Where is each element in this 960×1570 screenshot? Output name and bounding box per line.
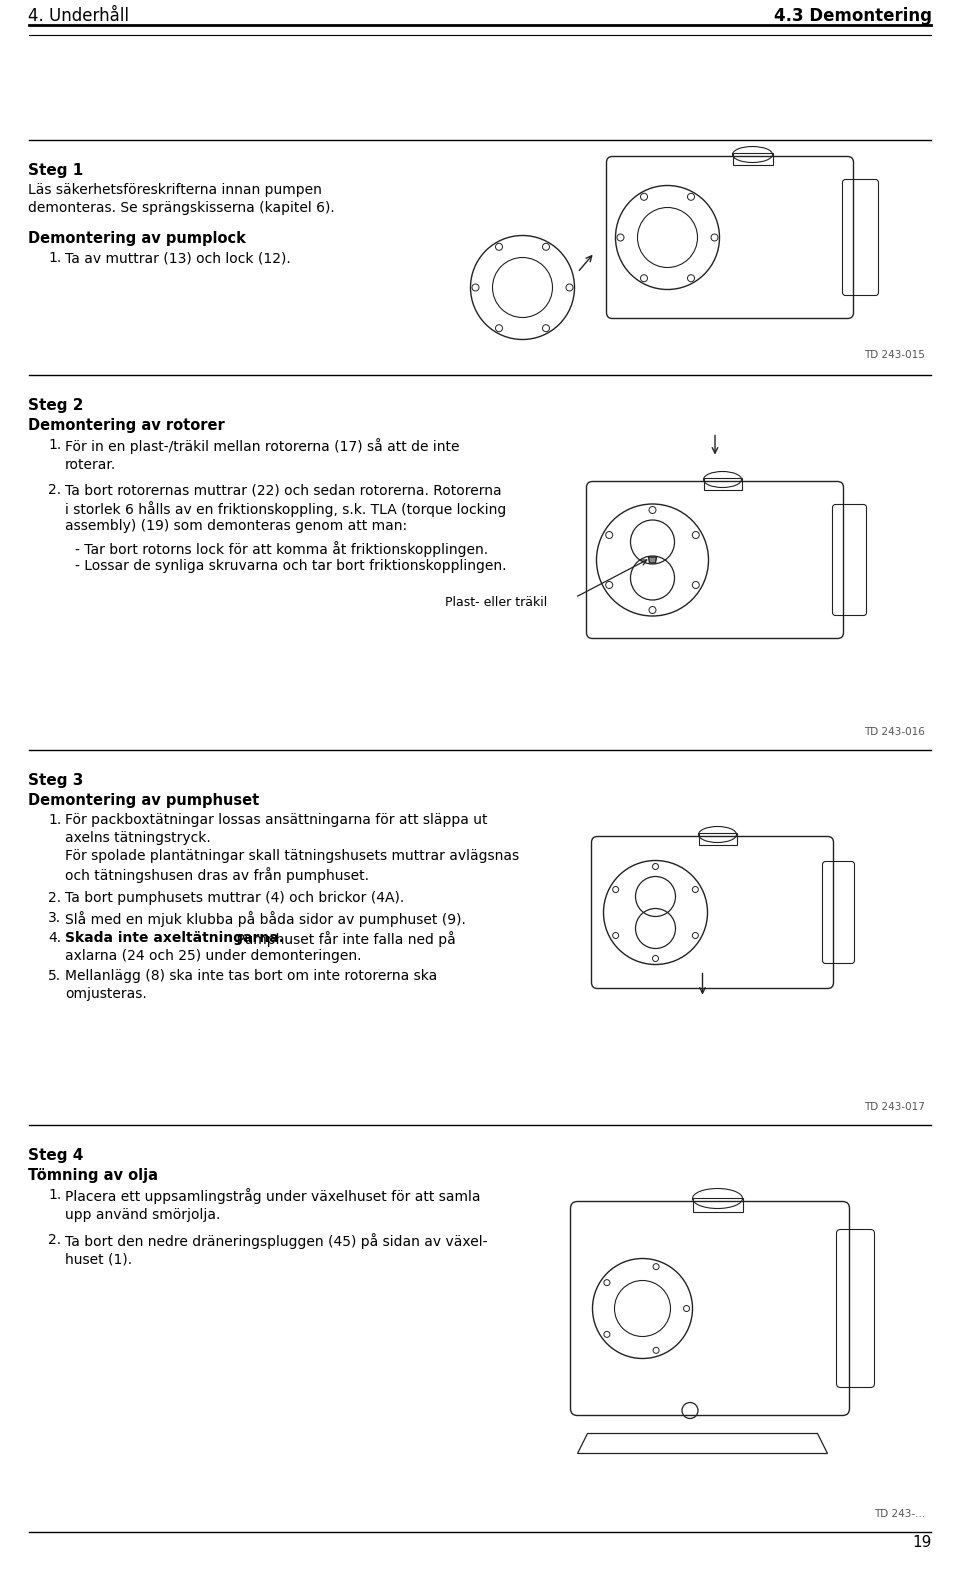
Text: Ta av muttrar (13) och lock (12).: Ta av muttrar (13) och lock (12).	[65, 251, 291, 265]
Text: 1.: 1.	[48, 1188, 61, 1203]
Text: Steg 3: Steg 3	[28, 772, 84, 788]
Text: 1.: 1.	[48, 813, 61, 827]
Text: Tömning av olja: Tömning av olja	[28, 1168, 158, 1184]
Text: Ta bort rotorernas muttrar (22) och sedan rotorerna. Rotorerna: Ta bort rotorernas muttrar (22) och seda…	[65, 484, 502, 498]
Text: Ta bort pumphusets muttrar (4) och brickor (4A).: Ta bort pumphusets muttrar (4) och brick…	[65, 892, 404, 904]
Text: 2.: 2.	[48, 892, 61, 904]
Text: Demontering av rotorer: Demontering av rotorer	[28, 418, 225, 433]
Text: i storlek 6 hålls av en friktionskoppling, s.k. TLA (torque locking: i storlek 6 hålls av en friktionskopplin…	[65, 501, 506, 517]
Polygon shape	[649, 557, 657, 564]
Text: 4. Underhåll: 4. Underhåll	[28, 6, 129, 25]
Text: 4.: 4.	[48, 931, 61, 945]
Text: Läs säkerhetsföreskrifterna innan pumpen
demonteras. Se sprängskisserna (kapitel: Läs säkerhetsföreskrifterna innan pumpen…	[28, 184, 335, 215]
Text: Placera ett uppsamlingstråg under växelhuset för att samla
upp använd smörjolja.: Placera ett uppsamlingstråg under växelh…	[65, 1188, 481, 1221]
Text: Steg 4: Steg 4	[28, 1148, 84, 1163]
Text: 4.3 Demontering: 4.3 Demontering	[774, 6, 932, 25]
Text: Pumphuset får inte falla ned på: Pumphuset får inte falla ned på	[232, 931, 456, 947]
Text: Steg 2: Steg 2	[28, 399, 84, 413]
Text: 1.: 1.	[48, 438, 61, 452]
Text: Steg 1: Steg 1	[28, 163, 84, 177]
Text: TD 243-015: TD 243-015	[864, 350, 925, 360]
Text: 5.: 5.	[48, 969, 61, 983]
Text: Skada inte axeltätningarna.: Skada inte axeltätningarna.	[65, 931, 284, 945]
Text: TD 243-...: TD 243-...	[874, 1509, 925, 1520]
Text: assembly) (19) som demonteras genom att man:: assembly) (19) som demonteras genom att …	[65, 520, 407, 532]
Text: 2.: 2.	[48, 1232, 61, 1247]
Text: Ta bort den nedre dräneringspluggen (45) på sidan av växel-
huset (1).: Ta bort den nedre dräneringspluggen (45)…	[65, 1232, 488, 1267]
Text: För packboxtätningar lossas ansättningarna för att släppa ut
axelns tätningstryc: För packboxtätningar lossas ansättningar…	[65, 813, 519, 884]
Text: Demontering av pumplock: Demontering av pumplock	[28, 231, 246, 246]
Text: TD 243-017: TD 243-017	[864, 1102, 925, 1112]
Text: 1.: 1.	[48, 251, 61, 265]
Text: 19: 19	[913, 1535, 932, 1550]
Text: Slå med en mjuk klubba på båda sidor av pumphuset (9).: Slå med en mjuk klubba på båda sidor av …	[65, 911, 466, 926]
Text: - Lossar de synliga skruvarna och tar bort friktionskopplingen.: - Lossar de synliga skruvarna och tar bo…	[75, 559, 507, 573]
Text: TD 243-016: TD 243-016	[864, 727, 925, 736]
Text: 3.: 3.	[48, 911, 61, 925]
Text: För in en plast-/träkil mellan rotorerna (17) så att de inte
roterar.: För in en plast-/träkil mellan rotorerna…	[65, 438, 460, 473]
Text: - Tar bort rotorns lock för att komma åt friktionskopplingen.: - Tar bort rotorns lock för att komma åt…	[75, 542, 488, 557]
Text: Mellanlägg (8) ska inte tas bort om inte rotorerna ska
omjusteras.: Mellanlägg (8) ska inte tas bort om inte…	[65, 969, 437, 1000]
Text: axlarna (24 och 25) under demonteringen.: axlarna (24 och 25) under demonteringen.	[65, 948, 362, 962]
Text: Demontering av pumphuset: Demontering av pumphuset	[28, 793, 259, 809]
Text: 2.: 2.	[48, 484, 61, 498]
Text: Plast- eller träkil: Plast- eller träkil	[445, 597, 547, 609]
